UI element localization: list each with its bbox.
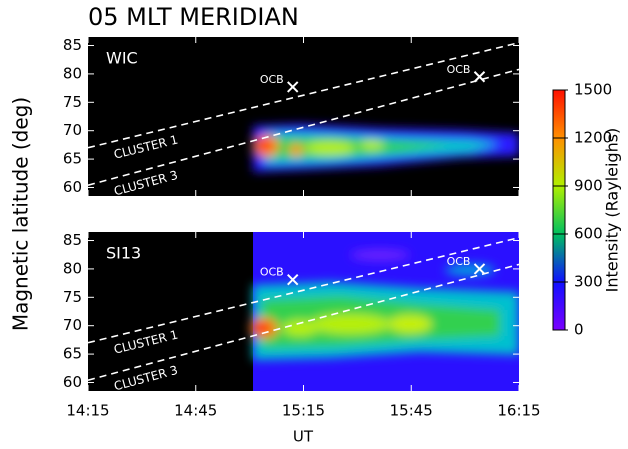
colorbar-tick-label: 300 [574, 273, 603, 291]
y-tick-label: 60 [63, 373, 82, 391]
colorbar [552, 89, 566, 331]
ocb-marker [473, 71, 486, 83]
orbit-track [88, 263, 519, 381]
y-tick-label: 80 [63, 64, 82, 82]
x-axis-label: UT [293, 428, 314, 446]
ocb-label: OCB [260, 73, 284, 86]
x-tick-label: 14:15 [66, 402, 109, 420]
colorbar-tick-label: 900 [574, 177, 603, 195]
colorbar-tick-label: 0 [574, 321, 584, 339]
ocb-label: OCB [260, 266, 284, 279]
y-tick-label: 60 [63, 178, 82, 196]
y-tick-label: 85 [63, 36, 82, 54]
ocb-marker [473, 263, 486, 275]
x-tick-label: 16:15 [497, 402, 540, 420]
ocb-marker [287, 81, 299, 93]
panel-label: WIC [106, 49, 138, 68]
colorbar-tick-label: 1200 [574, 129, 612, 147]
y-tick-label: 65 [63, 345, 82, 363]
orbit-track [88, 68, 519, 186]
ocb-label: OCB [447, 63, 471, 76]
y-tick-label: 75 [63, 288, 82, 306]
y-tick-label: 80 [63, 259, 82, 277]
x-tick-label: 15:45 [390, 402, 433, 420]
panel-label: SI13 [106, 244, 141, 263]
ocb-marker [287, 273, 299, 286]
panel-background [88, 37, 519, 196]
orbit-track [88, 236, 519, 344]
y-tick-label: 70 [63, 316, 82, 334]
colorbar-label: Intensity (Rayleighs) [603, 128, 622, 293]
x-tick-label: 15:15 [282, 402, 325, 420]
y-tick-label: 70 [63, 121, 82, 139]
y-axis-label: Magnetic latitude (deg) [9, 97, 33, 331]
orbit-track [88, 41, 519, 149]
chart-title: 05 MLT MERIDIAN [88, 3, 299, 31]
y-tick-label: 75 [63, 93, 82, 111]
y-tick-label: 85 [63, 231, 82, 249]
intensity-image [253, 124, 519, 172]
y-tick-label: 65 [63, 150, 82, 168]
ocb-label: OCB [447, 255, 471, 268]
intensity-image [250, 232, 519, 391]
colorbar-tick-label: 1500 [574, 81, 612, 99]
colorbar-tick-label: 600 [574, 225, 603, 243]
x-tick-label: 14:45 [174, 402, 217, 420]
